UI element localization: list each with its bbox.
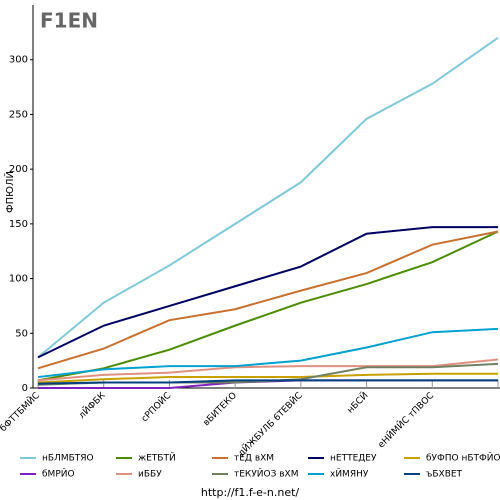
legend-label: иББУ (138, 470, 162, 480)
y-tick-label: 150 (9, 219, 28, 230)
legend-label: хЙМЯНУ (330, 468, 369, 480)
x-tick-label: дЙЖБУЛБ 6ТЕВЙС (235, 389, 304, 458)
x-tick-label: еНЙМЙС тПВОС (375, 389, 436, 450)
legend-label: жЕТБТЙ (138, 452, 176, 464)
x-tick-label: сРПОЙС (138, 389, 173, 424)
x-tick-label: вБИТЕКО (202, 391, 239, 428)
legend-label: нБЛМБТЯО (42, 454, 94, 464)
series-line (37, 226, 498, 359)
legend-label: бМРЙО (42, 468, 75, 480)
series-line (37, 372, 498, 384)
legend-label: нЕТТЕДЕУ (330, 454, 377, 464)
legend-label: ъБХВЕТ (426, 470, 463, 480)
y-tick-label: 100 (9, 274, 28, 285)
series-line (37, 358, 499, 382)
y-tick-label: 50 (15, 328, 28, 339)
legend-label: тЕД вХМ (234, 454, 274, 464)
series-line (37, 379, 498, 385)
y-tick-label: 200 (9, 164, 28, 175)
logo-box (33, 8, 99, 36)
y-tick-label: 300 (9, 55, 28, 66)
legend-label: тЕКУЙОЗ вХМ (234, 468, 299, 480)
x-tick-label: нБСЙ (344, 389, 370, 415)
x-tick-label: бФТТБМЙС (0, 389, 42, 434)
series-line (37, 230, 499, 382)
y-axis-label: ФПЮЛЙ (3, 171, 16, 213)
series-line (37, 327, 499, 379)
y-tick-label: 0 (22, 383, 28, 394)
x-tick-label: лЙФБК (76, 389, 108, 421)
series-line (37, 37, 499, 359)
series-line (37, 230, 499, 370)
footer: http://f1.f-e-n.net/ (201, 486, 300, 499)
y-tick-label: 250 (9, 109, 28, 120)
legend-label: бУФПО нБТФЙО (426, 452, 500, 464)
logo: F1EN (40, 9, 98, 33)
